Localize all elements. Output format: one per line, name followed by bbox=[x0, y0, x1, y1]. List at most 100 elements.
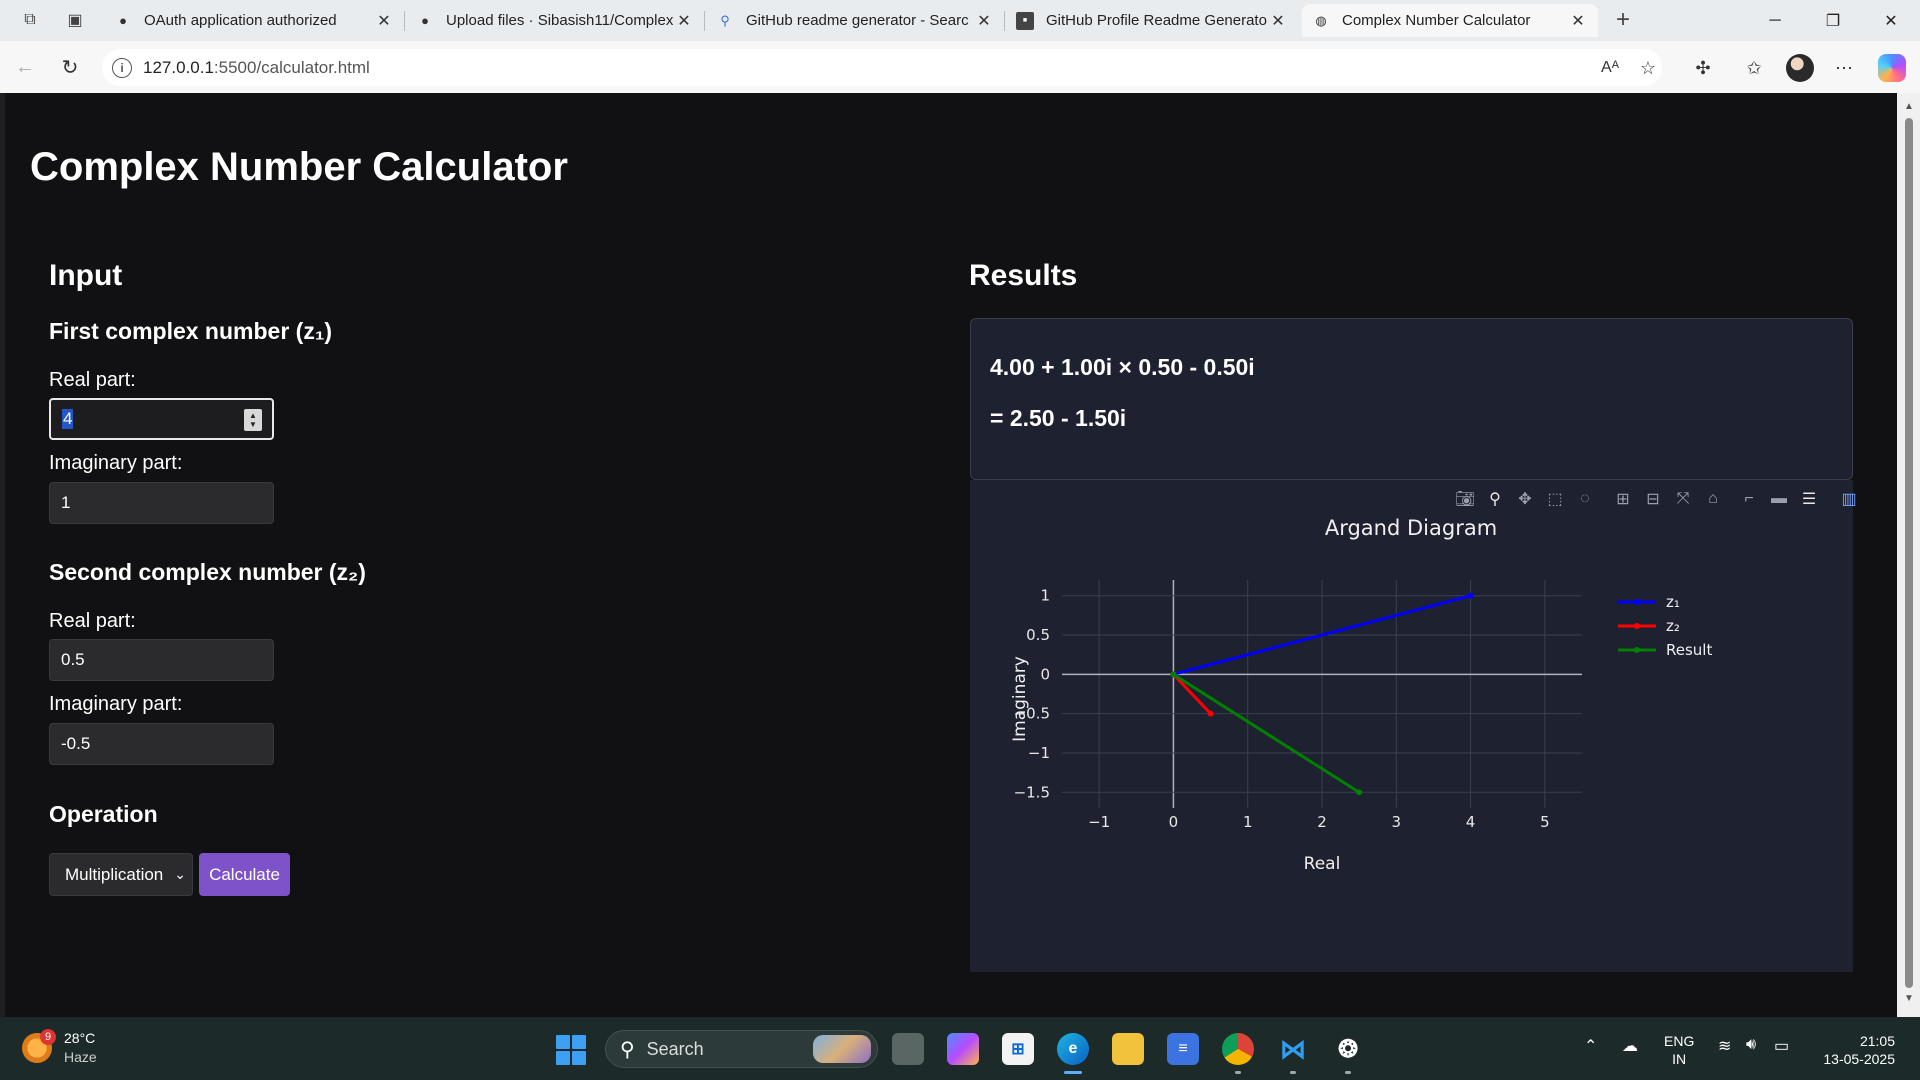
plotly-logo-icon[interactable]: ▥ bbox=[1841, 491, 1857, 508]
hover-compare-icon[interactable]: ☰ bbox=[1801, 491, 1817, 508]
y-tick-label: 0 bbox=[1040, 665, 1050, 683]
close-tab-icon[interactable]: ✕ bbox=[1571, 12, 1585, 30]
z2-real-input[interactable]: 0.5 bbox=[49, 639, 274, 681]
calculate-button[interactable]: Calculate bbox=[199, 853, 290, 896]
browser-tab-bar: ⧉ ▣ ● OAuth application authorized ✕ ● U… bbox=[0, 0, 1920, 41]
series-line bbox=[1172, 673, 1212, 715]
zoom-in-icon[interactable]: ⊞ bbox=[1616, 491, 1630, 508]
profile-avatar[interactable] bbox=[1786, 54, 1814, 82]
plot-modebar: 📷︎ ⚲ ✥ ⬚ ◌ ⊞ ⊟ ⤧ ⌂ ⌐ ▬ ☰ ▥ bbox=[1450, 488, 1864, 510]
lasso-select-icon[interactable]: ◌ bbox=[1580, 490, 1590, 507]
operation-heading: Operation bbox=[49, 801, 158, 827]
wifi-icon[interactable]: ≋ bbox=[1718, 1038, 1732, 1055]
tab-readme-generator[interactable]: ■ GitHub Profile Readme Generator ✕ bbox=[1006, 4, 1298, 37]
operation-selected: Multiplication bbox=[65, 864, 164, 884]
reset-axes-icon[interactable]: ⌂ bbox=[1708, 490, 1718, 507]
notes-app-icon[interactable]: ≡ bbox=[1167, 1033, 1199, 1065]
new-tab-icon[interactable]: + bbox=[1615, 6, 1630, 33]
series-line bbox=[1172, 673, 1360, 794]
zoom-out-icon[interactable]: ⊟ bbox=[1646, 491, 1660, 508]
chatgpt-icon[interactable]: ❂ bbox=[1337, 1035, 1359, 1063]
task-view-icon[interactable] bbox=[892, 1033, 924, 1065]
clock[interactable]: 21:05 13-05-2025 bbox=[1815, 1032, 1895, 1068]
edge-browser-icon[interactable]: e bbox=[1057, 1033, 1089, 1065]
y-tick-label: 1 bbox=[1040, 587, 1050, 605]
file-explorer-icon[interactable] bbox=[1112, 1033, 1144, 1065]
start-button[interactable] bbox=[556, 1035, 586, 1065]
favorites-icon[interactable]: ✩ bbox=[1746, 57, 1762, 78]
readme-generator-icon: ■ bbox=[1016, 11, 1034, 30]
back-icon[interactable]: ← bbox=[15, 55, 35, 78]
close-window-icon[interactable]: ✕ bbox=[1884, 12, 1898, 30]
taskbar-search[interactable]: ⚲ Search bbox=[605, 1030, 878, 1068]
close-tab-icon[interactable]: ✕ bbox=[677, 12, 691, 30]
legend-entry: z₁ bbox=[1666, 593, 1680, 611]
url-bar[interactable]: i 127.0.0.1:5500/calculator.html bbox=[102, 49, 1662, 86]
legend-swatch-point bbox=[1634, 647, 1640, 653]
spike-lines-icon[interactable]: ⌐ bbox=[1744, 490, 1754, 507]
favorite-star-icon[interactable]: ☆ bbox=[1639, 57, 1657, 78]
restore-icon[interactable]: ❐ bbox=[1825, 12, 1841, 30]
tab-title: Upload files · Sibasish11/Complex bbox=[446, 12, 674, 29]
language-indicator[interactable]: ENG IN bbox=[1664, 1033, 1695, 1067]
tab-upload-files[interactable]: ● Upload files · Sibasish11/Complex ✕ bbox=[406, 4, 704, 37]
close-tab-icon[interactable]: ✕ bbox=[1271, 12, 1285, 30]
close-tab-icon[interactable]: ✕ bbox=[377, 12, 391, 30]
series-point bbox=[1207, 710, 1214, 717]
input-heading: Input bbox=[49, 259, 123, 292]
y-tick-label: 0.5 bbox=[1026, 626, 1050, 644]
result-answer: = 2.50 - 1.50i bbox=[990, 405, 1127, 431]
tab-title: GitHub readme generator - Searc bbox=[746, 12, 969, 29]
onedrive-icon[interactable]: ☁ bbox=[1622, 1038, 1638, 1055]
scroll-down-icon[interactable]: ▼ bbox=[1904, 993, 1914, 1004]
taskbar-search-placeholder: Search bbox=[646, 1038, 704, 1059]
weather-temp[interactable]: 28°C bbox=[64, 1030, 96, 1046]
z2-imag-input[interactable]: -0.5 bbox=[49, 723, 274, 765]
hover-closest-icon[interactable]: ▬ bbox=[1771, 490, 1787, 507]
microsoft-store-icon[interactable]: ⊞ bbox=[1002, 1033, 1034, 1065]
github-icon: ● bbox=[421, 13, 429, 28]
close-tab-icon[interactable]: ✕ bbox=[977, 12, 991, 30]
number-spinner-icon[interactable]: ▲ ▼ bbox=[244, 409, 262, 431]
extensions-icon[interactable]: ✣ bbox=[1695, 57, 1711, 78]
battery-icon[interactable]: ▭ bbox=[1774, 1038, 1790, 1055]
weather-condition[interactable]: Haze bbox=[64, 1049, 97, 1065]
tab-readme-search[interactable]: ⚲ GitHub readme generator - Searc ✕ bbox=[706, 4, 1004, 37]
read-aloud-icon[interactable]: Aᴬ bbox=[1601, 59, 1619, 76]
legend-swatch-point bbox=[1634, 623, 1640, 629]
z1-imag-input[interactable]: 1 bbox=[49, 482, 274, 524]
page-scrollbar[interactable]: ▲ ▼ bbox=[1897, 93, 1920, 1017]
copilot-app-icon[interactable] bbox=[947, 1033, 979, 1065]
minimize-icon[interactable]: ─ bbox=[1769, 11, 1781, 29]
volume-icon[interactable]: 🔊︎ bbox=[1746, 1036, 1757, 1053]
zoom-icon[interactable]: ⚲ bbox=[1489, 491, 1501, 508]
pan-icon[interactable]: ✥ bbox=[1518, 491, 1532, 508]
refresh-icon[interactable]: ↻ bbox=[61, 56, 79, 79]
search-icon: ⚲ bbox=[720, 12, 730, 28]
copilot-icon[interactable] bbox=[1878, 54, 1906, 82]
url-text[interactable]: 127.0.0.1:5500/calculator.html bbox=[143, 57, 370, 77]
tab-complex-calculator[interactable]: ◍ Complex Number Calculator ✕ bbox=[1302, 4, 1598, 37]
z1-imag-label: Imaginary part: bbox=[49, 452, 183, 474]
site-info-icon[interactable]: i bbox=[112, 57, 132, 78]
autoscale-icon[interactable]: ⤧ bbox=[1676, 490, 1690, 507]
camera-icon[interactable]: 📷︎ bbox=[1454, 491, 1476, 508]
vscode-icon[interactable]: ⋈ bbox=[1280, 1033, 1306, 1064]
tab-actions-icon[interactable]: ▣ bbox=[67, 12, 83, 29]
z1-real-input[interactable]: 4 ▲ ▼ bbox=[49, 398, 274, 440]
workspaces-icon[interactable]: ⧉ bbox=[24, 11, 36, 28]
z1-heading: First complex number (z₁) bbox=[49, 318, 332, 344]
argand-diagram-plot: 📷︎ ⚲ ✥ ⬚ ◌ ⊞ ⊟ ⤧ ⌂ ⌐ ▬ ☰ ▥ Argand Diagra… bbox=[970, 480, 1857, 972]
scroll-up-icon[interactable]: ▲ bbox=[1904, 101, 1914, 112]
operation-select[interactable]: Multiplication ⌄ bbox=[49, 853, 193, 896]
scrollbar-thumb[interactable] bbox=[1905, 118, 1913, 988]
box-select-icon[interactable]: ⬚ bbox=[1547, 491, 1563, 508]
result-box: 4.00 + 1.00i × 0.50 - 0.50i = 2.50 - 1.5… bbox=[970, 318, 1853, 480]
more-options-icon[interactable]: ⋯ bbox=[1835, 57, 1853, 78]
results-heading: Results bbox=[969, 259, 1078, 292]
tab-oauth[interactable]: ● OAuth application authorized ✕ bbox=[104, 4, 404, 37]
y-tick-label: −0.5 bbox=[1014, 705, 1050, 723]
clock-time: 21:05 bbox=[1859, 1033, 1895, 1049]
chrome-icon[interactable] bbox=[1222, 1033, 1254, 1065]
show-hidden-icons-icon[interactable]: ⌃ bbox=[1584, 1038, 1598, 1055]
